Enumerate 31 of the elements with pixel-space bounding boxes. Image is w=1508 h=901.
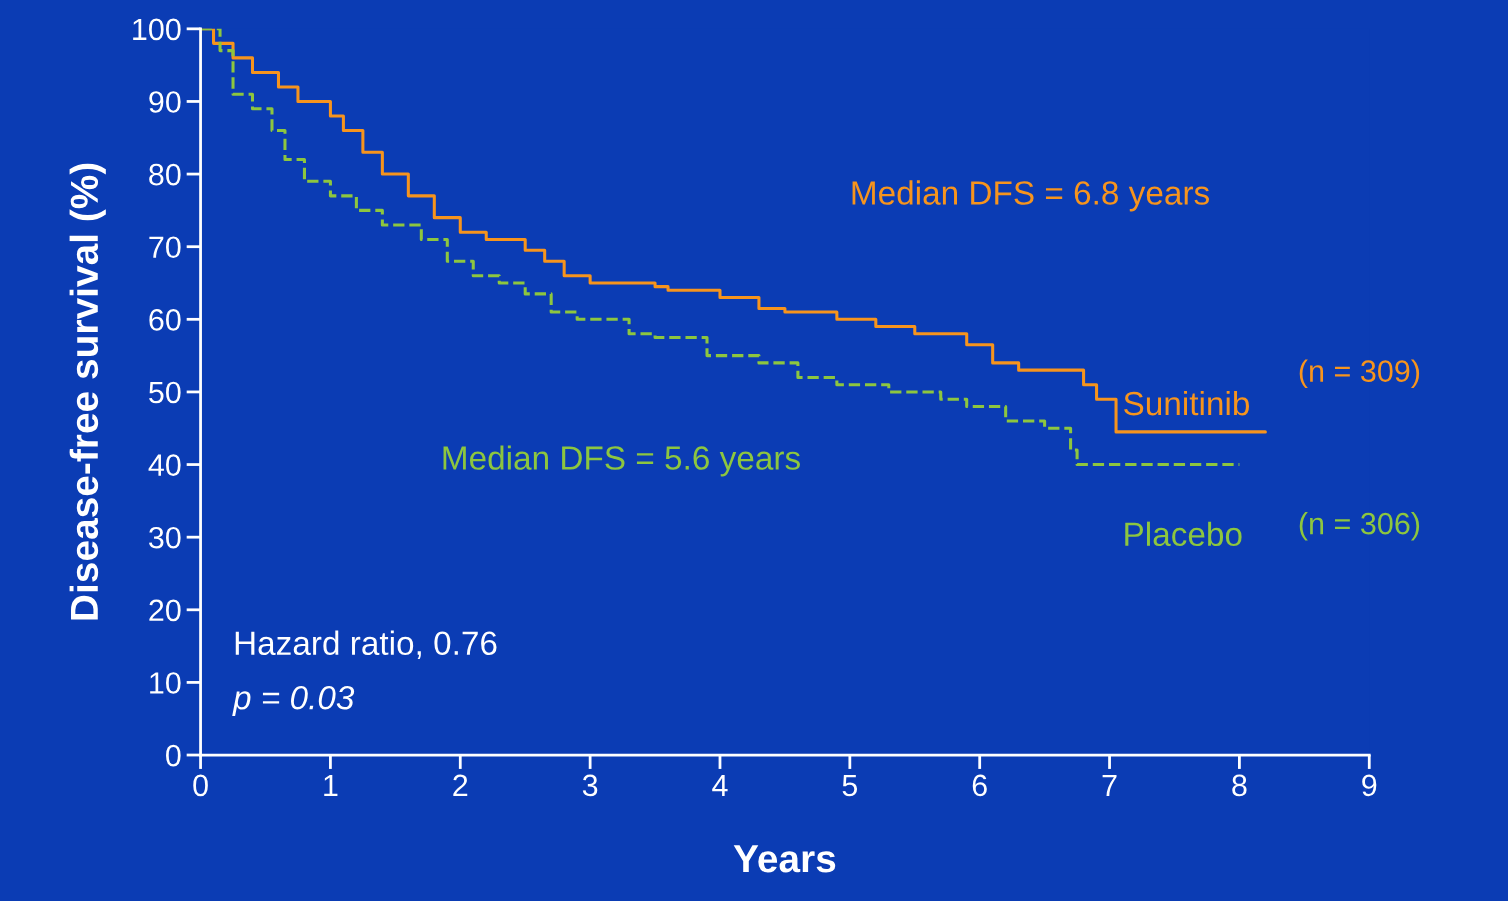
y-tick-label: 20: [149, 599, 181, 622]
y-tick-label: 100: [133, 18, 181, 41]
y-tick-label: 70: [149, 236, 181, 259]
y-tick-label: 90: [149, 91, 181, 113]
x-tick-label: 9: [1362, 774, 1377, 797]
series-label: Sunitinib: [1124, 390, 1250, 416]
series-label: Placebo: [1125, 521, 1242, 547]
x-tick-label: 4: [712, 774, 728, 796]
y-tick-label: 0: [166, 744, 181, 767]
annotation: Hazard ratio, 0.76: [235, 630, 497, 659]
y-tick-label: 40: [148, 454, 181, 476]
y-tick-label: 10: [150, 672, 181, 694]
annotation: (n = 309): [1299, 359, 1420, 389]
annotation: (n = 306): [1299, 512, 1420, 541]
y-tick-label: 60: [149, 309, 181, 331]
annotation: Median DFS = 6.8 years: [852, 180, 1209, 212]
x-tick-label: 0: [193, 774, 208, 797]
y-tick-label: 30: [149, 526, 181, 549]
annotation: p = 0.03: [232, 685, 355, 717]
x-axis-title: Years: [733, 845, 836, 873]
y-tick-label: 50: [149, 381, 181, 404]
y-axis-title: Disease-free survival (%): [69, 163, 106, 620]
x-tick-label: 7: [1102, 774, 1117, 796]
x-tick-label: 2: [453, 774, 468, 796]
y-tick-label: 80: [149, 163, 181, 186]
x-tick-label: 8: [1232, 774, 1247, 797]
x-tick-label: 6: [972, 774, 987, 797]
annotation: Median DFS = 5.6 years: [443, 445, 800, 477]
x-tick-label: 1: [324, 774, 338, 796]
x-tick-label: 3: [582, 774, 598, 797]
x-tick-label: 5: [842, 774, 858, 797]
